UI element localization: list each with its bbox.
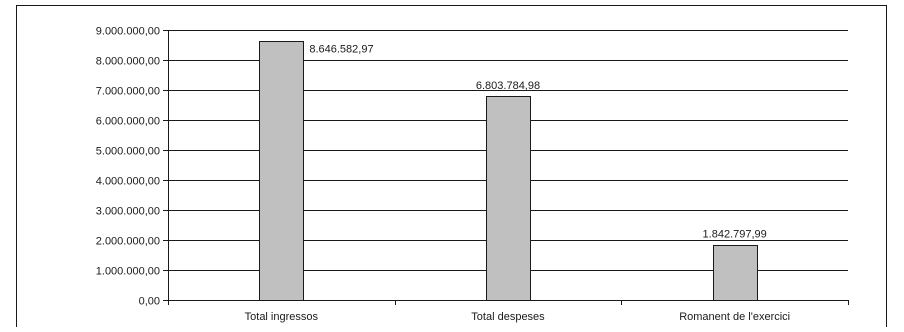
x-axis-category-labels: Total ingressos Total despeses Romanent de… [245, 311, 790, 323]
y-tick-label: 2.000.000,00 [96, 236, 160, 248]
y-tick-label: 9.000.000,00 [96, 26, 160, 38]
y-tick-label: 1.000.000,00 [96, 266, 160, 278]
data-label: 8.646.582,97 [309, 44, 373, 56]
chart-frame [16, 5, 887, 332]
y-tick-label: 4.000.000,00 [96, 176, 160, 188]
y-tick-label: 7.000.000,00 [96, 86, 160, 98]
y-axis-tick-labels: 0,00 1.000.000,00 2.000.000,00 3.000.000,00… [96, 26, 160, 308]
bar [713, 245, 758, 301]
y-tick-label: 3.000.000,00 [96, 206, 160, 218]
y-tick-label: 6.000.000,00 [96, 116, 160, 128]
x-category-label: Romanent de l'exercici [679, 311, 790, 323]
bars [259, 41, 758, 301]
x-category-label: Total ingressos [245, 311, 319, 323]
bar [259, 41, 304, 301]
y-tick-label: 8.000.000,00 [96, 56, 160, 68]
data-label: 6.803.784,98 [476, 80, 540, 92]
x-category-label: Total despeses [471, 311, 545, 323]
data-label: 1.842.797,99 [703, 229, 767, 241]
bar [486, 96, 531, 301]
y-tick-label: 5.000.000,00 [96, 146, 160, 158]
data-labels: 8.646.582,97 6.803.784,98 1.842.797,99 [309, 44, 766, 241]
y-tick-label: 0,00 [139, 296, 160, 308]
